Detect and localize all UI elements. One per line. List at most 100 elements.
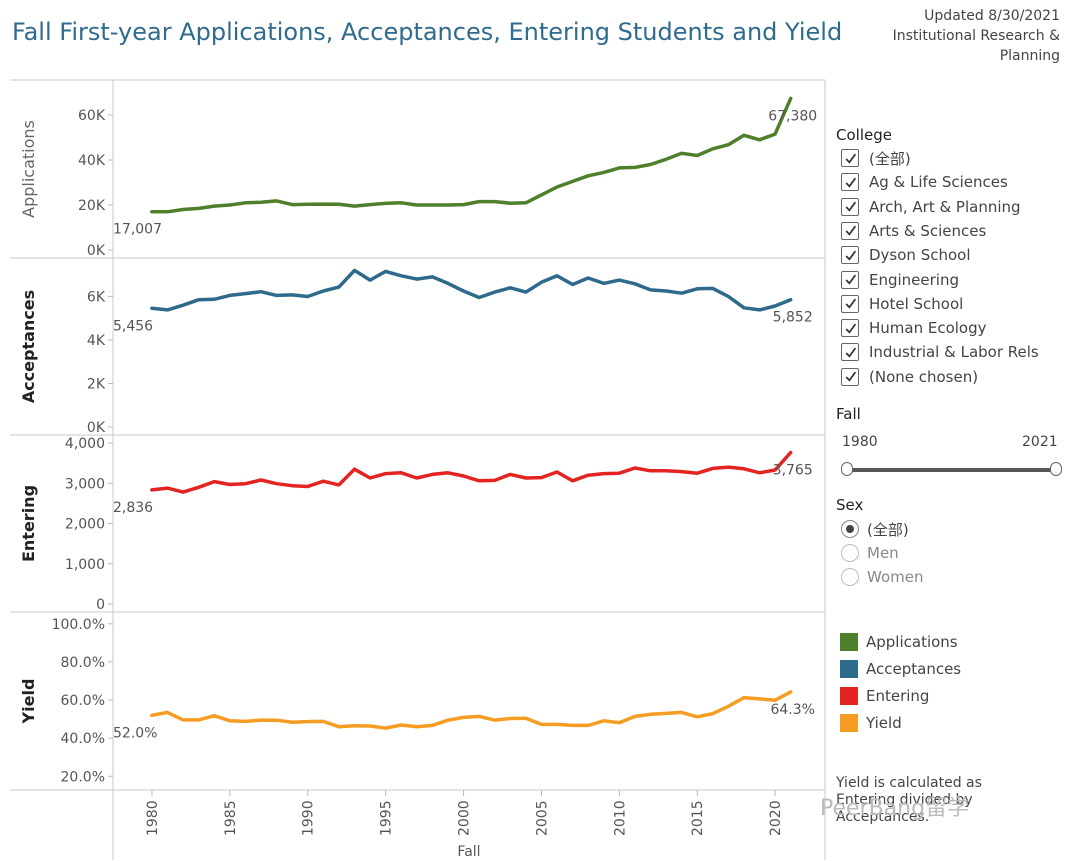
series-line-yield[interactable] bbox=[150, 690, 793, 730]
data-point[interactable] bbox=[243, 482, 247, 486]
data-point[interactable] bbox=[664, 289, 668, 293]
data-point[interactable] bbox=[539, 193, 543, 197]
data-point[interactable] bbox=[773, 132, 777, 136]
data-point[interactable] bbox=[586, 723, 590, 727]
data-point[interactable] bbox=[742, 467, 746, 471]
checkbox-checked-icon[interactable] bbox=[841, 319, 859, 338]
data-point[interactable] bbox=[181, 303, 185, 307]
data-point[interactable] bbox=[758, 697, 762, 701]
data-point[interactable] bbox=[290, 484, 294, 488]
data-point[interactable] bbox=[212, 297, 216, 301]
data-point[interactable] bbox=[259, 718, 263, 722]
data-point[interactable] bbox=[633, 282, 637, 286]
data-point[interactable] bbox=[368, 476, 372, 480]
checkbox-checked-icon[interactable] bbox=[841, 197, 859, 216]
data-point[interactable] bbox=[243, 292, 247, 296]
checkbox-checked-icon[interactable] bbox=[841, 367, 859, 386]
sex-option[interactable]: Men bbox=[841, 542, 899, 564]
data-point[interactable] bbox=[617, 471, 621, 475]
data-point[interactable] bbox=[415, 203, 419, 207]
data-point[interactable] bbox=[352, 204, 356, 208]
data-point[interactable] bbox=[649, 712, 653, 716]
data-point[interactable] bbox=[649, 288, 653, 292]
data-point[interactable] bbox=[571, 282, 575, 286]
data-point[interactable] bbox=[337, 285, 341, 289]
data-point[interactable] bbox=[399, 723, 403, 727]
data-point[interactable] bbox=[290, 203, 294, 207]
data-point[interactable] bbox=[181, 208, 185, 212]
data-point[interactable] bbox=[352, 467, 356, 471]
checkbox-checked-icon[interactable] bbox=[841, 343, 859, 362]
data-point[interactable] bbox=[711, 147, 715, 151]
data-point[interactable] bbox=[664, 469, 668, 473]
data-point[interactable] bbox=[197, 485, 201, 489]
data-point[interactable] bbox=[649, 469, 653, 473]
data-point[interactable] bbox=[166, 710, 170, 714]
data-point[interactable] bbox=[306, 294, 310, 298]
data-point[interactable] bbox=[166, 486, 170, 490]
data-point[interactable] bbox=[259, 200, 263, 204]
data-point[interactable] bbox=[275, 718, 279, 722]
data-point[interactable] bbox=[695, 287, 699, 291]
data-point[interactable] bbox=[477, 296, 481, 300]
data-point[interactable] bbox=[150, 713, 154, 717]
checkbox-checked-icon[interactable] bbox=[841, 221, 859, 240]
data-point[interactable] bbox=[555, 274, 559, 278]
data-point[interactable] bbox=[462, 289, 466, 293]
data-point[interactable] bbox=[430, 203, 434, 207]
data-point[interactable] bbox=[415, 725, 419, 729]
fall-slider-min-handle[interactable] bbox=[841, 462, 853, 476]
data-point[interactable] bbox=[571, 479, 575, 483]
data-point[interactable] bbox=[633, 165, 637, 169]
data-point[interactable] bbox=[742, 696, 746, 700]
data-point[interactable] bbox=[150, 488, 154, 492]
college-option[interactable]: (None chosen) bbox=[841, 366, 978, 388]
data-point[interactable] bbox=[555, 722, 559, 726]
series-line-acceptances[interactable] bbox=[150, 268, 793, 312]
data-point[interactable] bbox=[259, 290, 263, 294]
data-point[interactable] bbox=[197, 298, 201, 302]
data-point[interactable] bbox=[617, 166, 621, 170]
data-point[interactable] bbox=[150, 210, 154, 214]
data-point[interactable] bbox=[555, 470, 559, 474]
data-point[interactable] bbox=[368, 278, 372, 282]
data-point[interactable] bbox=[415, 476, 419, 480]
data-point[interactable] bbox=[555, 185, 559, 189]
data-point[interactable] bbox=[446, 471, 450, 475]
data-point[interactable] bbox=[742, 306, 746, 310]
data-point[interactable] bbox=[508, 286, 512, 290]
data-point[interactable] bbox=[243, 201, 247, 205]
data-point[interactable] bbox=[773, 304, 777, 308]
data-point[interactable] bbox=[368, 203, 372, 207]
data-point[interactable] bbox=[726, 704, 730, 708]
data-point[interactable] bbox=[181, 490, 185, 494]
data-point[interactable] bbox=[399, 201, 403, 205]
data-point[interactable] bbox=[586, 473, 590, 477]
data-point[interactable] bbox=[695, 471, 699, 475]
data-point[interactable] bbox=[321, 479, 325, 483]
data-point[interactable] bbox=[586, 174, 590, 178]
college-option[interactable]: Arch, Art & Planning bbox=[841, 196, 1021, 218]
data-point[interactable] bbox=[446, 281, 450, 285]
data-point[interactable] bbox=[212, 480, 216, 484]
college-option[interactable]: Dyson School bbox=[841, 244, 971, 266]
data-point[interactable] bbox=[228, 203, 232, 207]
data-point[interactable] bbox=[228, 293, 232, 297]
series-line-entering[interactable] bbox=[150, 450, 793, 494]
data-point[interactable] bbox=[477, 200, 481, 204]
legend-item[interactable]: Yield bbox=[840, 712, 902, 734]
data-point[interactable] bbox=[664, 711, 668, 715]
data-point[interactable] bbox=[384, 726, 388, 730]
legend-item[interactable]: Acceptances bbox=[840, 658, 961, 680]
data-point[interactable] bbox=[384, 472, 388, 476]
legend-item[interactable]: Entering bbox=[840, 685, 929, 707]
series-line-applications[interactable] bbox=[150, 96, 793, 214]
data-point[interactable] bbox=[290, 293, 294, 297]
radio-empty-icon[interactable] bbox=[841, 544, 859, 562]
data-point[interactable] bbox=[306, 484, 310, 488]
college-option[interactable]: Ag & Life Sciences bbox=[841, 171, 1008, 193]
data-point[interactable] bbox=[197, 206, 201, 210]
data-point[interactable] bbox=[742, 133, 746, 137]
data-point[interactable] bbox=[539, 476, 543, 480]
data-point[interactable] bbox=[150, 306, 154, 310]
